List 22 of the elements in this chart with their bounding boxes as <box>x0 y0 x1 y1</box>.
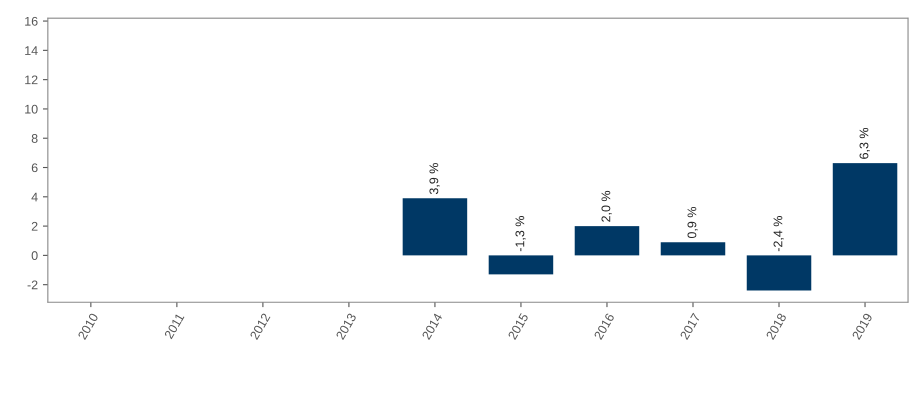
y-tick-label: 16 <box>25 16 38 26</box>
y-tick-label: 14 <box>25 46 38 55</box>
y-tick-label: -2 <box>28 280 38 290</box>
data-label: 3,9 % <box>429 163 440 194</box>
data-label: -2,4 % <box>774 216 784 252</box>
bar <box>746 255 812 291</box>
bar <box>402 198 468 256</box>
data-label: -1,3 % <box>515 216 526 252</box>
bar <box>488 255 554 274</box>
y-tick-label: 4 <box>31 192 38 202</box>
bar <box>574 226 640 256</box>
bar <box>832 163 898 256</box>
y-tick-label: 2 <box>32 222 38 231</box>
y-tick-label: 8 <box>32 134 38 143</box>
y-tick-label: 0 <box>32 251 38 260</box>
data-label: 0,9 % <box>687 207 698 238</box>
bar <box>660 242 726 256</box>
data-label: 6,3 % <box>860 128 870 159</box>
y-tick-label: 12 <box>25 75 38 84</box>
y-tick-label: 10 <box>25 104 38 114</box>
data-label: 2,0 % <box>601 190 612 222</box>
y-tick-label: 6 <box>32 163 38 172</box>
